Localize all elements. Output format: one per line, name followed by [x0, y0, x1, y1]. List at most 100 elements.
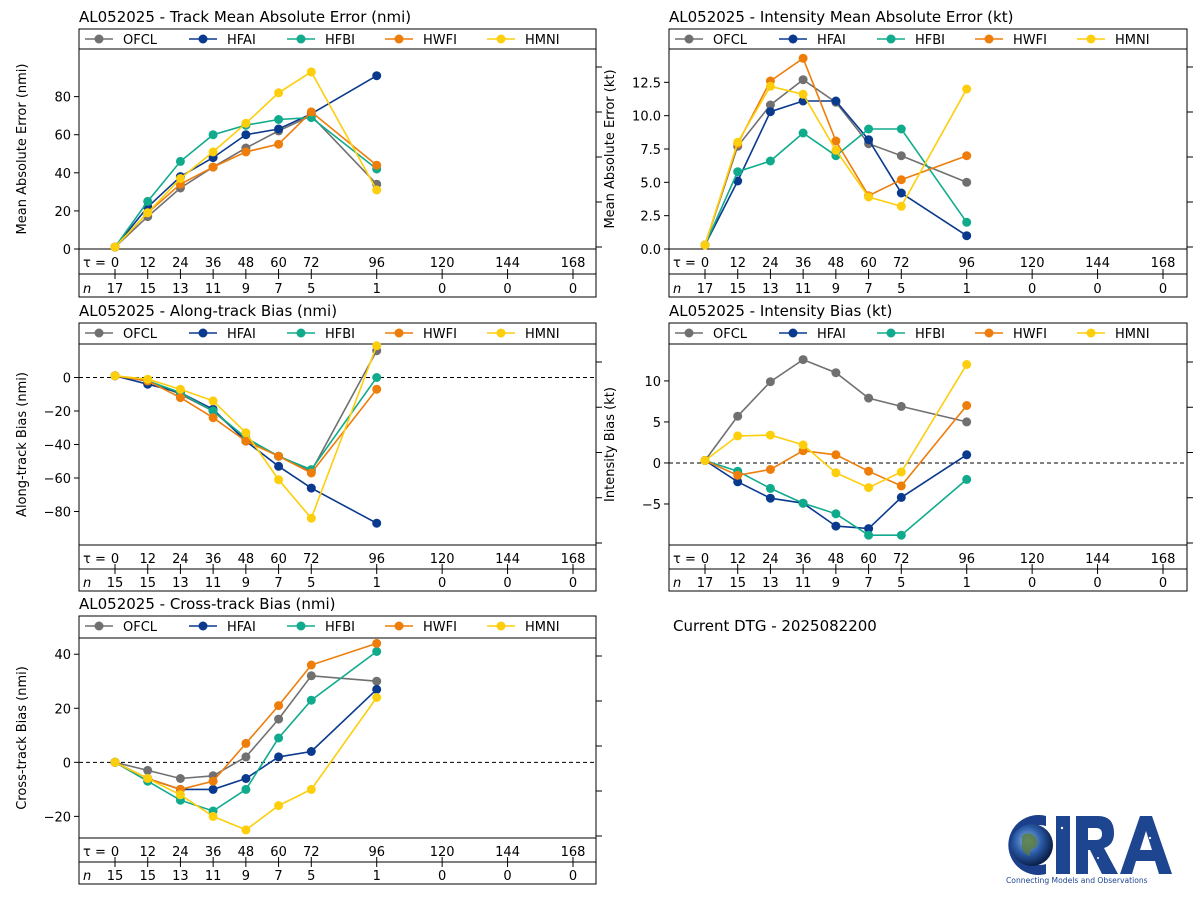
data-point-hmni: [175, 174, 185, 183]
data-point-hmni: [864, 192, 874, 202]
legend-marker-hwfi: [984, 328, 994, 338]
n-value: 5: [307, 282, 315, 297]
legend-label-hfai: HFAI: [817, 327, 846, 342]
chart-title: AL052025 - Along-track Bias (nmi): [79, 302, 337, 320]
n-value: 9: [832, 282, 840, 297]
data-point-hwfi: [306, 468, 316, 478]
data-point-hmni: [274, 475, 284, 485]
data-point-ofcl: [798, 355, 808, 365]
tau-value: 144: [1085, 552, 1110, 567]
n-value: 11: [795, 576, 812, 591]
data-point-hmni: [372, 341, 382, 351]
data-point-hfai: [765, 493, 775, 503]
tau-value: 48: [238, 552, 255, 567]
data-point-hwfi: [306, 660, 316, 670]
data-point-ofcl: [896, 401, 906, 411]
y-tick-label: −5: [642, 498, 661, 513]
y-axis-label: Mean Absolute Error (nmi): [15, 64, 30, 235]
tau-value: 168: [1151, 256, 1176, 271]
series-line-hfai: [704, 100, 968, 246]
series-line-hwfi: [114, 375, 378, 475]
n-value: 15: [139, 869, 156, 884]
n-value: 11: [795, 282, 812, 297]
series-line-hmni: [114, 70, 378, 248]
data-point-hfai: [962, 231, 972, 241]
data-point-hwfi: [274, 701, 284, 711]
n-value: 5: [307, 576, 315, 591]
tau-value: 36: [795, 256, 812, 271]
data-point-hwfi: [831, 136, 841, 146]
n-value: 0: [569, 869, 577, 884]
tau-value: 168: [561, 845, 586, 860]
legend-marker-hfbi: [296, 621, 306, 631]
tau-value: 24: [172, 552, 189, 567]
data-point-hfbi: [143, 196, 153, 206]
data-point-ofcl: [962, 177, 972, 187]
data-point-hmni: [798, 89, 808, 99]
series-line-hmni: [114, 697, 378, 831]
chart-intensity-bias: AL052025 - Intensity Bias (kt) OFCL HFAI HF…: [603, 302, 1193, 592]
legend-marker-hfai: [788, 34, 798, 44]
legend-marker-ofcl: [94, 621, 104, 631]
data-point-hwfi: [831, 450, 841, 460]
legend-label-hwfi: HWFI: [423, 33, 457, 48]
tau-value: 48: [238, 845, 255, 860]
data-point-ofcl: [831, 368, 841, 378]
y-tick-label: 12.5: [632, 76, 661, 91]
n-value: 9: [832, 576, 840, 591]
chart-title: AL052025 - Cross-track Bias (nmi): [79, 595, 336, 613]
legend-marker-hwfi: [394, 621, 404, 631]
tau-value: 96: [368, 256, 385, 271]
n-value: 15: [107, 869, 124, 884]
series-line-ofcl: [704, 78, 968, 246]
legend-label-hfbi: HFBI: [915, 33, 945, 48]
tau-value: 72: [303, 256, 320, 271]
legend-label-hfbi: HFBI: [325, 327, 355, 342]
data-point-hwfi: [208, 162, 218, 172]
data-point-hfbi: [962, 474, 972, 484]
data-point-hfbi: [372, 373, 382, 382]
legend-marker-hmni: [1086, 328, 1096, 338]
data-point-hmni: [110, 757, 120, 767]
data-point-hmni: [110, 371, 120, 381]
legend-label-hfbi: HFBI: [325, 33, 355, 48]
n-value: 13: [762, 576, 779, 591]
data-point-hmni: [143, 774, 153, 783]
data-point-hmni: [372, 185, 382, 195]
tau-value: 144: [495, 552, 520, 567]
tau-value: 0: [701, 256, 709, 271]
data-point-hfbi: [896, 124, 906, 134]
data-point-hfai: [962, 450, 972, 460]
data-point-hfbi: [864, 124, 874, 134]
n-value: 17: [697, 576, 714, 591]
tau-value: 12: [139, 552, 156, 567]
n-value: 0: [1159, 282, 1167, 297]
tau-value: 96: [958, 552, 975, 567]
series-line-hfbi: [704, 128, 968, 246]
data-point-hwfi: [208, 413, 218, 423]
legend-label-ofcl: OFCL: [123, 620, 158, 635]
n-value: 1: [373, 869, 381, 884]
series-line-hwfi: [704, 404, 968, 487]
legend-label-hwfi: HWFI: [423, 620, 457, 635]
data-point-ofcl: [241, 752, 251, 762]
data-point-hfbi: [208, 130, 218, 140]
tau-value: 144: [495, 256, 520, 271]
data-point-hwfi: [765, 465, 775, 474]
y-tick-label: 20: [54, 702, 71, 717]
plot-frame: [78, 322, 597, 592]
n-value: 7: [274, 869, 282, 884]
legend-marker-hwfi: [984, 34, 994, 44]
series-line-hmni: [704, 364, 968, 489]
tau-value: 0: [111, 845, 119, 860]
n-label: n: [83, 869, 91, 884]
y-axis-label: Along-track Bias (nmi): [15, 372, 30, 517]
y-tick-label: 0.0: [640, 243, 661, 258]
data-point-hwfi: [962, 151, 972, 161]
data-point-hwfi: [733, 470, 743, 480]
n-label: n: [673, 282, 681, 297]
series-line-hwfi: [114, 642, 377, 791]
tau-value: 36: [205, 845, 222, 860]
n-value: 9: [242, 282, 250, 297]
tau-value: 72: [893, 256, 910, 271]
